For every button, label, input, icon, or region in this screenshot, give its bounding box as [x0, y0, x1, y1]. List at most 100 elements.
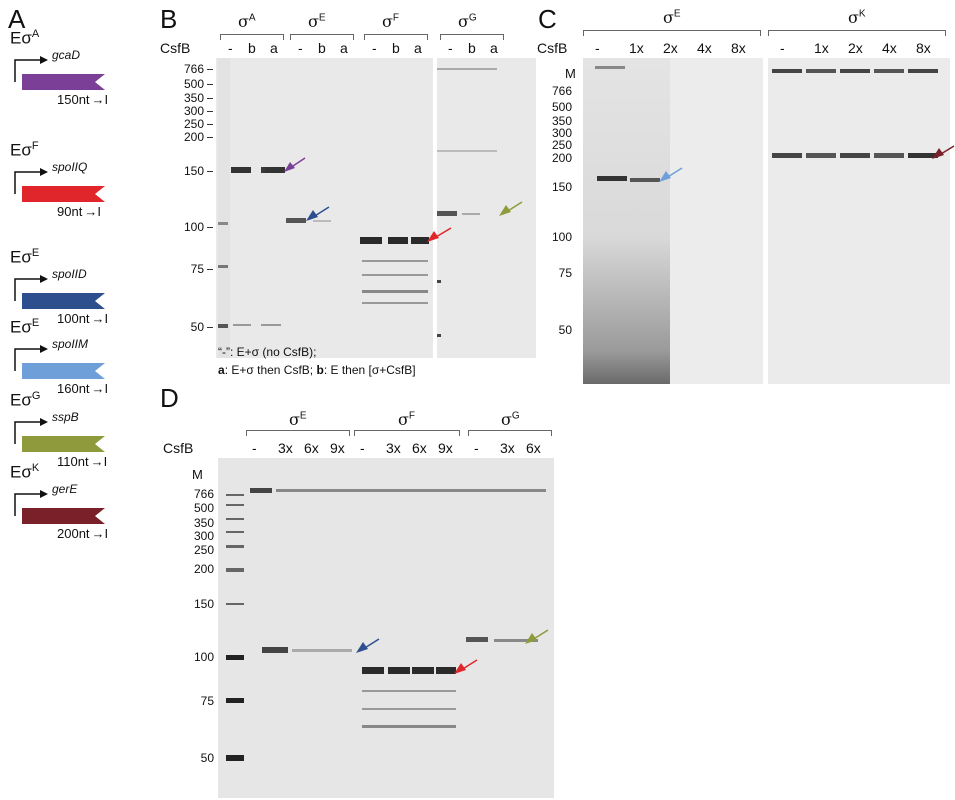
group-bracket — [468, 430, 552, 436]
group-bracket — [246, 430, 350, 436]
marker-m-label: M — [192, 467, 203, 482]
band — [362, 260, 428, 262]
marker-tick — [207, 98, 213, 99]
csfb-label: CsfB — [160, 40, 191, 56]
band — [630, 178, 660, 182]
lane-label: b — [318, 40, 326, 56]
promoter-arrow-icon — [14, 275, 105, 309]
lane-label: - — [360, 440, 365, 456]
marker-tick — [207, 171, 213, 172]
gene-name: spoIID — [52, 267, 87, 281]
size-marker: 300 — [183, 104, 204, 118]
group-bracket — [440, 34, 504, 40]
band — [412, 667, 434, 674]
size-marker: 200 — [193, 562, 214, 576]
sigma-header: σA — [238, 12, 256, 31]
band — [772, 153, 802, 158]
size-marker: 100 — [193, 650, 214, 664]
size-marker: 75 — [200, 694, 214, 708]
ladder-band — [226, 518, 244, 520]
gene-name: spoIIM — [52, 337, 89, 351]
band — [437, 150, 497, 152]
size-marker: 500 — [183, 77, 204, 91]
terminator-icon: →I — [90, 454, 108, 469]
size-marker: 75 — [190, 262, 204, 276]
ladder-band — [226, 494, 244, 496]
group-bracket — [354, 430, 460, 436]
marker-tick — [207, 327, 213, 328]
size-marker: 150 — [193, 597, 214, 611]
size-marker: 250 — [193, 543, 214, 557]
panel-letter-d: D — [160, 383, 179, 413]
ladder-band — [226, 504, 244, 506]
gel-b-ladder — [218, 58, 230, 358]
band — [262, 647, 288, 653]
lane-label: - — [298, 40, 303, 56]
band — [908, 69, 938, 73]
size-marker: 250 — [551, 138, 572, 152]
band — [292, 649, 352, 652]
csfb-label: CsfB — [537, 40, 568, 56]
band — [313, 220, 331, 222]
marker-m-label: M — [565, 66, 576, 81]
enzyme-label: EσG — [10, 390, 41, 410]
lane-label: 1x — [814, 40, 829, 56]
lane-label: 6x — [526, 440, 541, 456]
size-marker: 300 — [193, 529, 214, 543]
enzyme-label: EσA — [10, 28, 40, 48]
lane-label: a — [270, 40, 278, 56]
panel-letter-b: B — [160, 4, 178, 34]
lane-label: 6x — [304, 440, 319, 456]
band — [908, 153, 938, 158]
marker-tick — [207, 84, 213, 85]
terminator-icon: →I — [91, 526, 109, 541]
size-marker: 350 — [193, 516, 214, 530]
band — [261, 324, 281, 326]
lane-label: 3x — [278, 440, 293, 456]
band — [362, 690, 456, 692]
size-marker: 350 — [183, 91, 204, 105]
panel-letter-c: C — [538, 4, 557, 34]
lane-label: b — [392, 40, 400, 56]
size-marker: 50 — [558, 323, 572, 337]
enzyme-label: EσK — [10, 462, 40, 482]
terminator-icon: →I — [91, 381, 109, 396]
size-marker: 766 — [183, 62, 204, 76]
lane-label: - — [448, 40, 453, 56]
ladder-band — [226, 698, 244, 703]
band — [840, 69, 870, 73]
gel-c-sigma-e-clear — [670, 58, 763, 384]
group-bracket — [364, 34, 428, 40]
band — [840, 153, 870, 158]
ladder-band — [226, 531, 244, 533]
transcript-length: 90nt →I — [57, 204, 101, 219]
lane-label: 1x — [629, 40, 644, 56]
band — [231, 167, 251, 173]
band — [466, 637, 488, 642]
lane-label: - — [228, 40, 233, 56]
band — [362, 708, 456, 710]
group-bracket — [768, 30, 946, 36]
band — [437, 211, 457, 216]
band — [218, 324, 228, 328]
sigma-header: σF — [382, 12, 400, 31]
marker-tick — [207, 137, 213, 138]
sigma-header: σG — [458, 12, 477, 31]
promoter-arrow-icon — [14, 490, 105, 524]
sigma-header: σE — [663, 8, 681, 27]
marker-tick — [207, 124, 213, 125]
group-bracket — [220, 34, 284, 40]
transcript-length: 110nt →I — [57, 454, 108, 469]
band — [494, 639, 538, 642]
band — [286, 218, 306, 223]
gene-name: gerE — [52, 482, 78, 496]
lane-label: 2x — [663, 40, 678, 56]
sigma-header: σF — [398, 410, 416, 429]
size-marker: 100 — [551, 230, 572, 244]
gene-name: gcaD — [52, 48, 81, 62]
gene-name: spoIIQ — [52, 160, 88, 174]
band — [388, 237, 408, 244]
transcript-length: 150nt →I — [57, 92, 109, 107]
size-marker: 50 — [200, 751, 214, 765]
size-marker: 766 — [193, 487, 214, 501]
